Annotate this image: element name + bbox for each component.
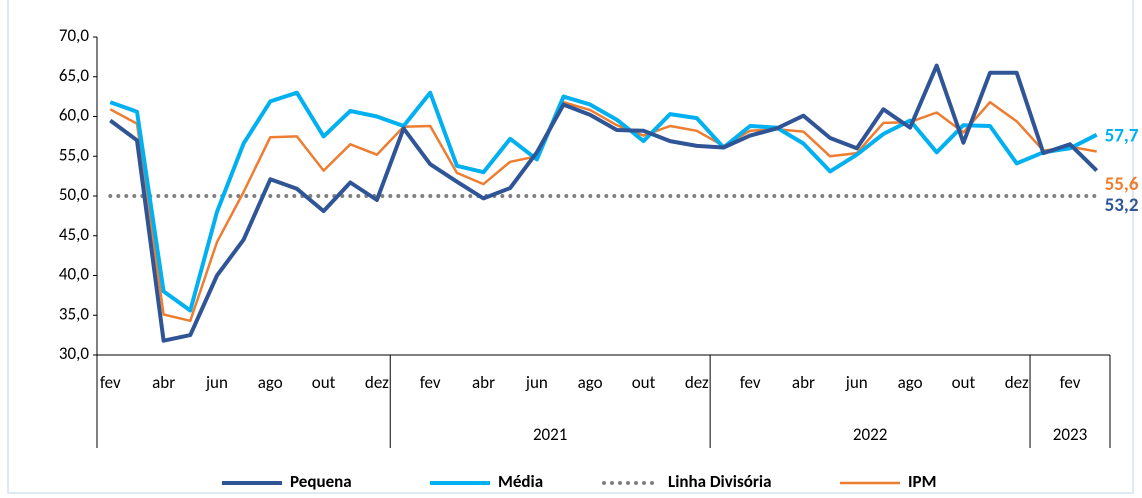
legend-label: IPM [908,471,936,492]
x-tick-label: fev [420,372,441,393]
x-tick-label: out [952,372,976,393]
y-tick-label: 40,0 [59,264,89,285]
y-tick-label: 70,0 [59,25,89,46]
y-tick-label: 60,0 [59,105,89,126]
group-label: 2021 [533,424,567,445]
chart-border [7,0,1134,494]
y-tick-label: 35,0 [59,303,89,324]
y-tick-label: 30,0 [59,343,89,364]
x-tick-label: dez [1005,372,1029,393]
x-tick-label: fev [1060,372,1081,393]
y-tick-label: 45,0 [59,224,89,245]
y-tick-label: 50,0 [59,184,89,205]
y-tick-label: 65,0 [59,65,89,86]
x-tick-label: ago [578,372,603,393]
x-tick-label: fev [740,372,761,393]
x-tick-label: abr [152,372,175,393]
x-tick-label: out [312,372,336,393]
group-label: 2023 [1053,424,1087,445]
series-line [109,100,1097,323]
x-tick-label: dez [365,372,389,393]
x-tick-label: fev [100,372,121,393]
series-line [109,63,1099,343]
legend-label: Linha Divisória [668,471,772,492]
group-label: 2022 [853,424,887,445]
x-tick-label: abr [792,372,815,393]
x-tick-label: out [632,372,656,393]
data-label: 57,7 [1105,124,1139,147]
x-tick-label: jun [205,372,228,393]
data-label: 53,2 [1105,194,1139,217]
x-tick-label: jun [525,372,548,393]
legend-label: Média [498,471,543,492]
x-tick-label: dez [685,372,709,393]
x-tick-label: jun [845,372,868,393]
series-line [109,90,1098,313]
legend-label: Pequena [290,471,352,492]
x-tick-label: ago [258,372,283,393]
data-label: 55,6 [1105,173,1139,196]
x-tick-label: ago [898,372,923,393]
x-tick-label: abr [472,372,495,393]
y-tick-label: 55,0 [59,144,89,165]
